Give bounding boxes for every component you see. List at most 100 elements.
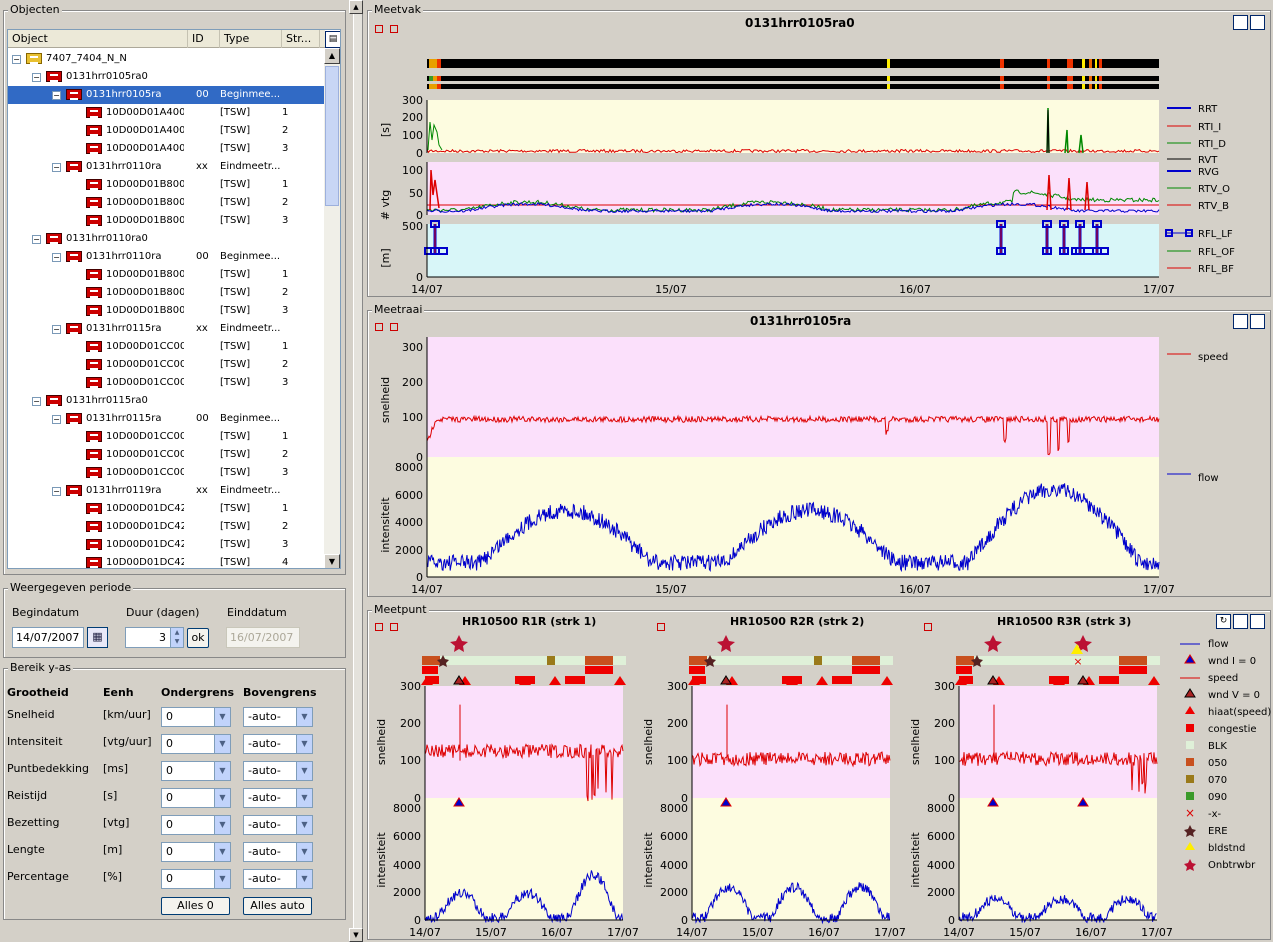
chevron-down-icon[interactable]: ▼ <box>214 708 230 726</box>
column-chooser-icon[interactable]: ▤ <box>325 31 340 48</box>
collapse-toggle-icon[interactable]: − <box>52 487 61 496</box>
ok-button[interactable]: ok <box>187 628 209 648</box>
col-str[interactable]: Str... <box>282 30 320 48</box>
chevron-down-icon[interactable]: ▼ <box>214 843 230 861</box>
export-icon[interactable] <box>375 623 383 631</box>
collapse-toggle-icon[interactable]: − <box>12 55 21 64</box>
collapse-toggle-icon[interactable]: − <box>52 91 61 100</box>
chevron-down-icon[interactable]: ▼ <box>296 708 312 726</box>
tree-scrollbar[interactable]: ▲ ▼ <box>324 48 340 568</box>
minimize-button[interactable] <box>1233 314 1248 329</box>
ondergrens-select[interactable]: 0 ▼ <box>161 869 231 889</box>
tree-row[interactable]: 10D00D01CC00D [TSW] 2 <box>8 446 325 464</box>
duur-field[interactable]: 3 <box>125 627 171 648</box>
collapse-toggle-icon[interactable]: − <box>52 415 61 424</box>
chevron-down-icon[interactable]: ▼ <box>296 789 312 807</box>
panel-splitter[interactable] <box>353 0 363 942</box>
tree-row[interactable]: 10D00D01CC00D [TSW] 1 <box>8 338 325 356</box>
refresh-button[interactable]: ↻ <box>1216 614 1231 629</box>
splitter-down-button[interactable]: ▼ <box>349 928 363 942</box>
chevron-down-icon[interactable]: ▼ <box>296 762 312 780</box>
tree-row[interactable]: 10D00D01B800D [TSW] 2 <box>8 284 325 302</box>
tree-row[interactable]: 10D00D01CC00D [TSW] 3 <box>8 374 325 392</box>
tree-row[interactable]: 10D00D01A400D [TSW] 1 <box>8 104 325 122</box>
chevron-down-icon[interactable]: ▼ <box>296 870 312 888</box>
tree-row[interactable]: 10D00D01A400D [TSW] 3 <box>8 140 325 158</box>
tree-row[interactable]: 10D00D01B800D [TSW] 3 <box>8 302 325 320</box>
minimize-button[interactable] <box>1233 15 1248 30</box>
bovengrens-select[interactable]: -auto- ▼ <box>243 734 313 754</box>
maximize-button[interactable] <box>1250 15 1265 30</box>
tree-row[interactable]: − 0131hrr0110ra 00 Beginmee... <box>8 248 325 266</box>
collapse-toggle-icon[interactable]: − <box>32 397 41 406</box>
begindatum-field[interactable]: 14/07/2007 <box>12 627 84 648</box>
tree-row[interactable]: 10D00D01B800D [TSW] 1 <box>8 266 325 284</box>
tree-row[interactable]: 10D00D01DC42D [TSW] 4 <box>8 554 325 568</box>
tree-row[interactable]: − 7407_7404_N_N <box>8 50 325 68</box>
chevron-down-icon[interactable]: ▼ <box>214 789 230 807</box>
tree-row[interactable]: 10D00D01B800D [TSW] 2 <box>8 194 325 212</box>
object-tree[interactable]: Object ID Type Str... ▤ −7407_7404_N_N −0… <box>7 29 341 569</box>
chevron-down-icon[interactable]: ▼ <box>296 735 312 753</box>
maximize-button[interactable] <box>1250 614 1265 629</box>
scroll-up-button[interactable]: ▲ <box>324 48 340 64</box>
tree-row[interactable]: 10D00D01DC42D [TSW] 2 <box>8 518 325 536</box>
chevron-down-icon[interactable]: ▼ <box>214 870 230 888</box>
minimize-button[interactable] <box>1233 614 1248 629</box>
tree-row[interactable]: − 0131hrr0115ra xx Eindmeetr... <box>8 320 325 338</box>
table-icon[interactable] <box>390 25 398 33</box>
tree-row[interactable]: − 0131hrr0105ra 00 Beginmee... <box>8 86 325 104</box>
export-icon[interactable] <box>375 25 383 33</box>
tree-row[interactable]: 10D00D01DC42D [TSW] 1 <box>8 500 325 518</box>
bovengrens-select[interactable]: -auto- ▼ <box>243 815 313 835</box>
tree-row[interactable]: − 0131hrr0119ra xx Eindmeetr... <box>8 482 325 500</box>
tree-row[interactable]: 10D00D01CC00D [TSW] 3 <box>8 464 325 482</box>
tree-row[interactable]: 10D00D01A400D [TSW] 2 <box>8 122 325 140</box>
table-icon[interactable] <box>390 623 398 631</box>
ondergrens-select[interactable]: 0 ▼ <box>161 734 231 754</box>
alles-auto-button[interactable]: Alles auto <box>243 897 312 915</box>
chevron-down-icon[interactable]: ▼ <box>214 762 230 780</box>
chevron-down-icon[interactable]: ▼ <box>296 843 312 861</box>
chevron-down-icon[interactable]: ▼ <box>214 735 230 753</box>
duur-spinner[interactable]: ▲ ▼ <box>170 627 184 648</box>
collapse-toggle-icon[interactable]: − <box>32 235 41 244</box>
ondergrens-select[interactable]: 0 ▼ <box>161 815 231 835</box>
tree-row[interactable]: − 0131hrr0115ra0 <box>8 392 325 410</box>
collapse-toggle-icon[interactable]: − <box>52 325 61 334</box>
tree-row[interactable]: − 0131hrr0105ra0 <box>8 68 325 86</box>
scroll-down-button[interactable]: ▼ <box>324 554 340 568</box>
table-icon[interactable] <box>657 623 665 631</box>
tree-row[interactable]: 10D00D01DC42D [TSW] 3 <box>8 536 325 554</box>
alles-0-button[interactable]: Alles 0 <box>161 897 230 915</box>
tree-row[interactable]: − 0131hrr0110ra xx Eindmeetr... <box>8 158 325 176</box>
ondergrens-select[interactable]: 0 ▼ <box>161 761 231 781</box>
ondergrens-select[interactable]: 0 ▼ <box>161 842 231 862</box>
bovengrens-select[interactable]: -auto- ▼ <box>243 788 313 808</box>
maximize-button[interactable] <box>1250 314 1265 329</box>
table-icon[interactable] <box>390 323 398 331</box>
tree-row[interactable]: 10D00D01B800D [TSW] 3 <box>8 212 325 230</box>
collapse-toggle-icon[interactable]: − <box>32 73 41 82</box>
ondergrens-select[interactable]: 0 ▼ <box>161 788 231 808</box>
chevron-down-icon[interactable]: ▼ <box>214 816 230 834</box>
collapse-toggle-icon[interactable]: − <box>52 163 61 172</box>
scroll-thumb[interactable] <box>325 66 339 206</box>
col-type[interactable]: Type <box>220 30 282 48</box>
bovengrens-select[interactable]: -auto- ▼ <box>243 761 313 781</box>
ondergrens-select[interactable]: 0 ▼ <box>161 707 231 727</box>
bovengrens-select[interactable]: -auto- ▼ <box>243 869 313 889</box>
bovengrens-select[interactable]: -auto- ▼ <box>243 842 313 862</box>
bovengrens-select[interactable]: -auto- ▼ <box>243 707 313 727</box>
tree-row[interactable]: 10D00D01CC00D [TSW] 1 <box>8 428 325 446</box>
tree-row[interactable]: − 0131hrr0115ra 00 Beginmee... <box>8 410 325 428</box>
export-icon[interactable] <box>375 323 383 331</box>
calendar-icon[interactable]: ▦ <box>87 627 108 648</box>
chevron-down-icon[interactable]: ▼ <box>296 816 312 834</box>
splitter-up-button[interactable]: ▲ <box>349 0 363 14</box>
tree-row[interactable]: 10D00D01B800D [TSW] 1 <box>8 176 325 194</box>
col-id[interactable]: ID <box>188 30 220 48</box>
collapse-toggle-icon[interactable]: − <box>52 253 61 262</box>
table-icon[interactable] <box>924 623 932 631</box>
tree-row[interactable]: 10D00D01CC00D [TSW] 2 <box>8 356 325 374</box>
